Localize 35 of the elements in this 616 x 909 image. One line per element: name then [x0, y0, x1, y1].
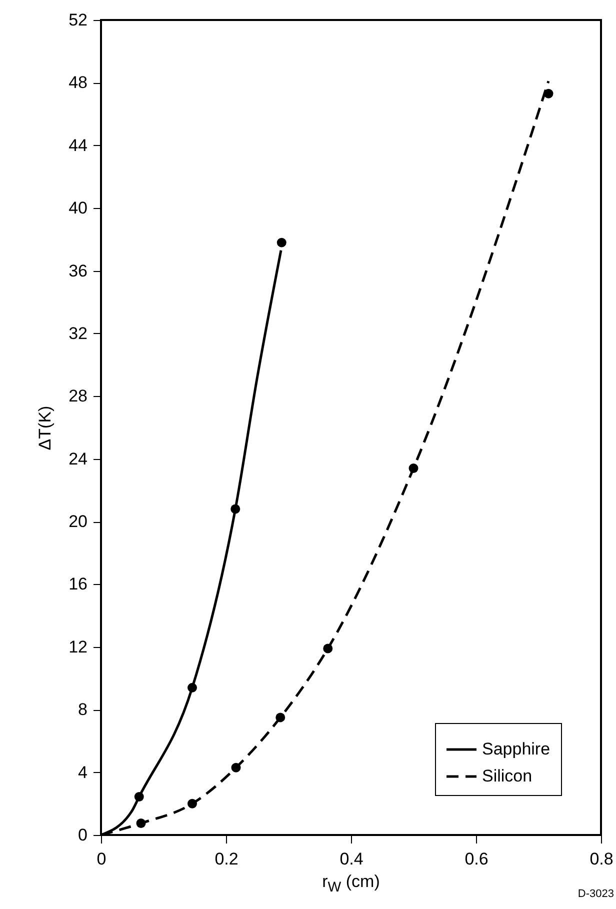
point	[231, 762, 241, 772]
y-tick-label: 36	[68, 261, 88, 280]
x-axis-title: r$_{W}$ (cm)	[322, 872, 380, 896]
point	[276, 238, 286, 248]
y-tick-label: 40	[68, 198, 88, 218]
y-tick-label: 48	[68, 73, 88, 92]
y-tick-label: 20	[68, 512, 88, 532]
y-axis-title: ΔT(K)	[36, 406, 55, 450]
x-tick-label: 0	[96, 850, 106, 868]
point	[136, 818, 146, 828]
point	[188, 682, 197, 692]
y-tick-label: 24	[68, 449, 88, 468]
x-tick-label: 0.2	[214, 850, 238, 868]
legend-label: Sapphire	[482, 740, 550, 758]
point	[544, 88, 554, 98]
point	[323, 644, 333, 654]
y-tick-label: 52	[68, 10, 88, 30]
y-tick-label: 32	[68, 324, 88, 343]
point	[188, 798, 197, 808]
point	[408, 464, 418, 473]
point	[230, 504, 240, 514]
y-tick-label: 28	[68, 386, 88, 406]
x-tick-label: 0.6	[464, 850, 488, 868]
y-tick-label: 4	[78, 762, 88, 782]
x-tick-label: 0.4	[340, 850, 364, 868]
y-tick-label: 16	[68, 574, 88, 594]
point	[134, 792, 144, 802]
y-tick-label: 0	[78, 826, 88, 844]
x-tick-label: 0.8	[590, 850, 614, 868]
text: D-3023	[578, 888, 614, 900]
y-tick-label: 44	[68, 136, 88, 155]
y-tick-label: 8	[78, 700, 88, 720]
point	[276, 712, 286, 722]
y-tick-label: 12	[68, 637, 88, 656]
legend-label: Silicon	[482, 766, 532, 786]
